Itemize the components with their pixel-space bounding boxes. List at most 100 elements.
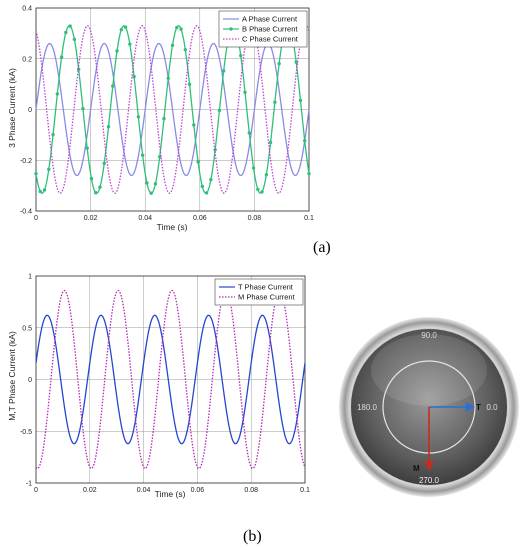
series-marker bbox=[298, 98, 303, 103]
series-marker bbox=[136, 115, 141, 119]
series-marker bbox=[68, 24, 72, 28]
series-marker bbox=[81, 106, 85, 111]
series-marker bbox=[277, 62, 281, 66]
series-marker bbox=[217, 108, 222, 113]
tick-labels: 0 0.02 0.04 0.06 0.08 0.1 -1 -0.5 0 0.5 1 bbox=[20, 274, 310, 495]
y-tick-label: 0 bbox=[28, 377, 32, 384]
x-axis-label: Time (s) bbox=[157, 222, 188, 232]
series-line-0 bbox=[35, 314, 306, 445]
grid bbox=[35, 275, 306, 484]
x-tick-label: 0.04 bbox=[137, 487, 151, 494]
series-marker bbox=[166, 76, 170, 81]
y-tick-label: 0.2 bbox=[22, 56, 32, 63]
y-axis-label: M,T Phase Current (kA) bbox=[7, 331, 17, 421]
legend-entry: T Phase Current bbox=[238, 283, 294, 292]
series-marker bbox=[239, 53, 243, 58]
series-marker bbox=[55, 92, 60, 96]
series-marker bbox=[247, 131, 251, 135]
series-line-2 bbox=[35, 25, 310, 194]
series-marker bbox=[123, 25, 128, 29]
series-marker bbox=[94, 191, 98, 195]
legend-entry: B Phase Current bbox=[242, 25, 298, 34]
y-tick-label: -1 bbox=[26, 481, 32, 488]
y-tick-label: 0 bbox=[28, 107, 32, 114]
series-marker bbox=[102, 161, 106, 166]
series-marker bbox=[192, 123, 196, 127]
series-marker bbox=[38, 189, 42, 194]
series-marker bbox=[47, 167, 51, 172]
series-marker bbox=[200, 184, 205, 189]
y-tick-label: -0.5 bbox=[20, 429, 32, 436]
series-lines bbox=[35, 289, 306, 470]
series-marker bbox=[51, 132, 55, 137]
x-tick-label: 0.02 bbox=[83, 487, 97, 494]
x-tick-label: 0.06 bbox=[191, 487, 205, 494]
series-marker bbox=[175, 25, 179, 30]
x-tick-label: 0.08 bbox=[248, 215, 262, 222]
series-marker bbox=[243, 90, 247, 94]
legend-entry: A Phase Current bbox=[242, 15, 298, 24]
legend-entry: M Phase Current bbox=[238, 293, 296, 302]
series-marker bbox=[268, 140, 273, 145]
series-marker bbox=[132, 74, 136, 79]
series-marker bbox=[98, 185, 102, 189]
series-marker bbox=[145, 181, 149, 185]
series-marker bbox=[273, 100, 277, 104]
y-axis-label: 3 Phase Current (kA) bbox=[7, 68, 17, 148]
series-marker bbox=[85, 146, 89, 150]
x-tick-label: 0.02 bbox=[84, 215, 98, 222]
series-marker bbox=[72, 37, 77, 42]
series-marker bbox=[128, 42, 132, 46]
series-marker bbox=[179, 27, 183, 31]
series-marker bbox=[149, 191, 153, 195]
y-tick-label: 0.5 bbox=[22, 325, 32, 332]
series-marker bbox=[119, 27, 124, 32]
series-marker bbox=[209, 177, 213, 182]
series-marker bbox=[115, 49, 119, 53]
y-tick-label: 1 bbox=[28, 274, 32, 281]
y-tick-label: -0.4 bbox=[20, 209, 32, 216]
series-marker bbox=[42, 188, 47, 192]
series-marker bbox=[183, 47, 187, 52]
series-marker bbox=[140, 153, 145, 157]
x-tick-label: 0.1 bbox=[304, 215, 314, 222]
x-tick-label: 0.08 bbox=[244, 487, 258, 494]
series-line-0 bbox=[35, 42, 310, 177]
series-marker bbox=[34, 171, 38, 176]
x-tick-label: 0.06 bbox=[193, 215, 207, 222]
panel-label-a: (a) bbox=[313, 239, 331, 256]
series-marker bbox=[89, 176, 94, 181]
tick-labels: 0 0.02 0.04 0.06 0.08 0.1 -0.4 -0.2 0 0.2 0.4 bbox=[20, 6, 314, 223]
x-tick-label: 0.04 bbox=[138, 215, 152, 222]
series-line-1 bbox=[35, 289, 306, 470]
y-tick-label: -0.2 bbox=[20, 158, 32, 165]
series-marker bbox=[307, 171, 311, 176]
series-marker bbox=[170, 43, 175, 48]
series-marker bbox=[59, 55, 64, 59]
x-tick-label: 0.1 bbox=[300, 487, 310, 494]
mt-phase-current-chart: M,T Phase Current (kA) Time (s) 0 0.02 0.0… bbox=[7, 274, 310, 500]
series-marker bbox=[111, 84, 115, 88]
plot-frame bbox=[35, 275, 306, 484]
series-marker bbox=[64, 30, 68, 35]
legend-box bbox=[214, 278, 304, 306]
x-axis-label: Time (s) bbox=[155, 489, 186, 499]
series-marker bbox=[106, 125, 111, 129]
x-tick-label: 0 bbox=[34, 487, 38, 494]
series-marker bbox=[260, 190, 264, 194]
series-marker bbox=[196, 160, 200, 164]
series-marker bbox=[162, 116, 166, 121]
series-marker bbox=[153, 182, 158, 186]
series-marker bbox=[264, 173, 269, 177]
series-marker bbox=[256, 187, 260, 192]
y-tick-label: 0.4 bbox=[22, 6, 32, 13]
three-phase-current-chart: 3 Phase Current (kA) Time (s) 0 0.02 0.04 0… bbox=[7, 6, 314, 233]
series-marker bbox=[303, 138, 307, 143]
x-tick-label: 0 bbox=[34, 215, 38, 222]
series-marker bbox=[251, 166, 256, 170]
legend-entry: C Phase Current bbox=[242, 35, 299, 44]
series-marker bbox=[187, 82, 192, 87]
series-marker bbox=[204, 191, 209, 195]
